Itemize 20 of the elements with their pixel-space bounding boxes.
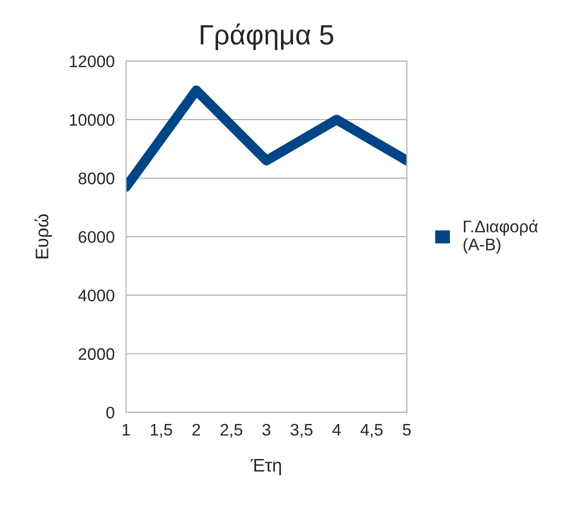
x-tick-label: 3,5 <box>290 424 312 438</box>
legend-label: Γ.Διαφορά (Α-Β) <box>464 220 538 254</box>
chart-title: Γράφημα 5 <box>200 23 334 50</box>
x-axis-title: Έτη <box>250 458 281 476</box>
x-tick-label: 2 <box>192 424 200 436</box>
y-tick-label: 10000 <box>70 114 114 126</box>
x-tick-label: 4,5 <box>360 424 383 438</box>
y-tick-label: 2000 <box>78 348 114 360</box>
y-tick-label: 0 <box>106 406 114 418</box>
y-tick-label: 8000 <box>78 172 114 184</box>
x-tick-label: 3 <box>262 424 270 436</box>
y-tick-label: 4000 <box>78 290 114 302</box>
x-tick-label: 1,5 <box>150 424 172 438</box>
y-tick-label: 6000 <box>78 231 114 243</box>
y-tick-label: 12000 <box>70 55 114 68</box>
x-tick-label: 4 <box>332 424 341 436</box>
x-tick-label: 5 <box>402 424 411 436</box>
x-tick-label: 2,5 <box>220 424 242 438</box>
y-axis-title: Ευρώ <box>34 214 52 258</box>
x-tick-label: 1 <box>122 424 130 436</box>
